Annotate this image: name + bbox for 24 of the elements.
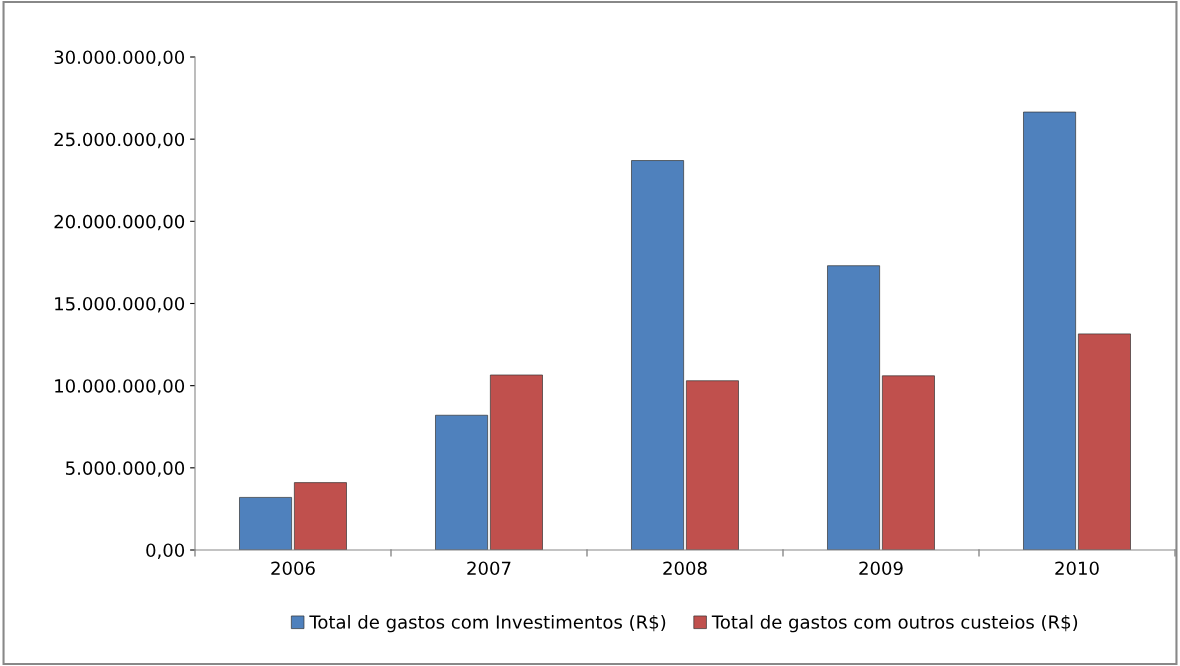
y-tick-label: 5.000.000,00 [66, 461, 185, 477]
y-tick-label: 20.000.000,00 [54, 214, 185, 231]
x-tick-label: 2008 [663, 561, 707, 576]
bar [1078, 333, 1131, 550]
y-tick-label: 30.000.000,00 [54, 50, 185, 66]
x-tick-label: 2009 [859, 561, 903, 576]
bar [882, 375, 935, 550]
y-tick-label: 10.000.000,00 [55, 379, 185, 395]
y-tick-label: 15.000.000,00 [55, 296, 185, 313]
bar [490, 374, 543, 550]
bar [435, 414, 488, 550]
x-tick-label: 2010 [1055, 561, 1099, 576]
bar [294, 482, 347, 550]
legend-label: Total de gastos com Investimentos (R$) [309, 614, 666, 633]
x-tick-label: 2006 [271, 561, 315, 576]
y-tick-label: 25.000.000,00 [54, 132, 185, 149]
bar [1023, 111, 1076, 550]
bar [239, 497, 292, 550]
bar [631, 160, 684, 550]
x-tick-label: 2007 [467, 561, 511, 576]
bar [827, 265, 880, 550]
legend-label: Total de gastos com outros custeios (R$) [711, 614, 1078, 633]
y-tick-label: 0,00 [146, 543, 185, 559]
bar [686, 380, 739, 550]
